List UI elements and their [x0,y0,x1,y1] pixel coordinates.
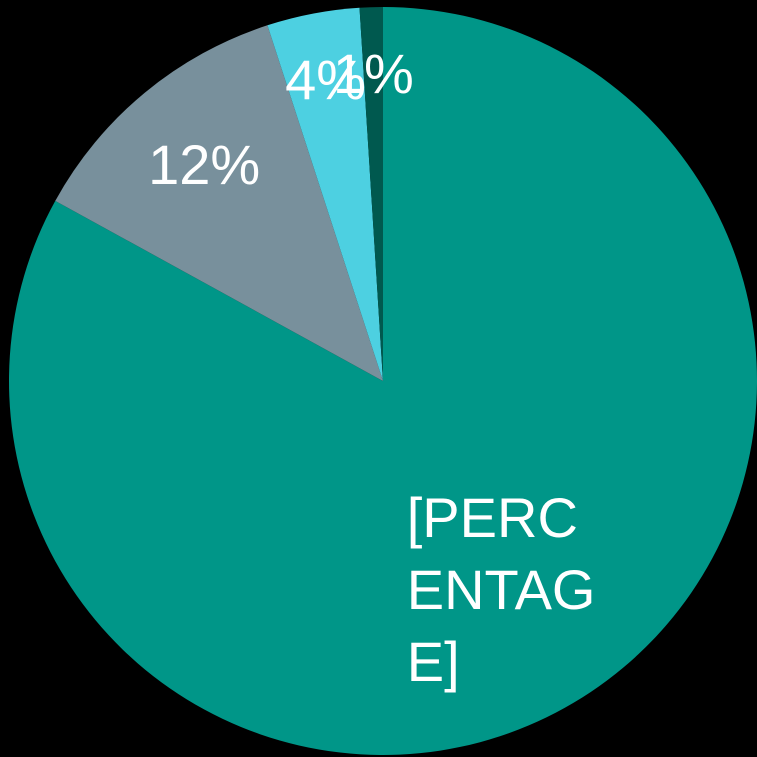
data-label: [PERCENTAGE] [406,486,596,694]
data-label: 4% [285,47,366,111]
pie-slice [9,7,757,755]
pie-slice [55,25,384,381]
data-label: 1% [332,42,414,106]
data-label: 12% [148,132,261,196]
pie-slice [359,7,383,381]
pie-slice [267,7,383,381]
